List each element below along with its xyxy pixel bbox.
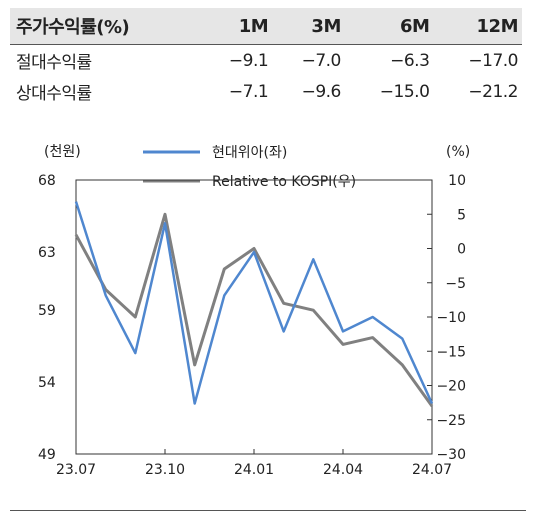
x-tick-label: 23.07: [56, 462, 96, 478]
y-right-tick-label: −20: [436, 379, 466, 395]
returns-header-label: 주가수익률(%): [10, 8, 200, 45]
plot-frame: [75, 179, 433, 455]
returns-header-3m: 3M: [272, 8, 345, 45]
y-left-tick-label: 54: [38, 375, 56, 391]
returns-table: 주가수익률(%) 1M 3M 6M 12M 절대수익률 −9.1 −7.0 −6…: [10, 8, 522, 107]
y-right-tick-label: 0: [457, 242, 466, 258]
x-tick-label: 24.04: [323, 462, 363, 478]
table-row: 상대수익률 −7.1 −9.6 −15.0 −21.2: [10, 76, 522, 107]
x-tick-group: 23.07 23.10 24.01 24.04 24.07: [56, 449, 452, 478]
y-right-tick-label: −25: [436, 413, 466, 429]
y-left-tick-label: 49: [38, 447, 56, 463]
y-left-tick-label: 68: [38, 173, 56, 189]
table-row: 절대수익률 −9.1 −7.0 −6.3 −17.0: [10, 45, 522, 77]
returns-header-6m: 6M: [344, 8, 434, 45]
relative-return-12m: −21.2: [468, 81, 518, 102]
absolute-return-label: 절대수익률: [16, 53, 92, 73]
absolute-return-1m: −9.1: [228, 50, 269, 71]
x-tick-label: 23.10: [145, 462, 185, 478]
y-left-tick-label: 63: [38, 245, 56, 261]
y-right-tick-label: −15: [436, 344, 466, 360]
x-tick-label: 24.07: [412, 462, 452, 478]
relative-return-6m: −15.0: [379, 81, 430, 102]
left-axis-label: (천원): [44, 144, 81, 160]
returns-header-1m: 1M: [199, 8, 273, 45]
x-tick-label: 24.01: [234, 462, 274, 478]
relative-return-1m: −7.1: [228, 81, 269, 102]
y-right-tick-label: 5: [457, 207, 466, 223]
absolute-return-3m: −7.0: [301, 50, 342, 71]
price-chart: (천원) (%) 현대위아(좌) Relative to KOSPI(우) 68…: [38, 144, 470, 478]
relative-return-3m: −9.6: [301, 81, 342, 102]
legend-label-stock: 현대위아(좌): [212, 145, 287, 161]
y-right-tick-label: 10: [448, 173, 466, 189]
y-right-tick-group: 10 5 0 −5 −10 −15 −20 −25 −30: [427, 173, 466, 463]
y-left-tick-label: 59: [38, 303, 56, 319]
y-right-tick-label: −10: [436, 310, 466, 326]
absolute-return-6m: −6.3: [390, 50, 430, 71]
returns-table-header: 주가수익률(%) 1M 3M 6M 12M: [10, 8, 522, 45]
right-axis-label: (%): [446, 144, 470, 160]
returns-header-12m: 12M: [433, 8, 522, 45]
series-line-relative: [74, 212, 434, 407]
y-right-tick-label: −30: [436, 447, 466, 463]
bottom-rule: [10, 510, 526, 511]
y-right-tick-label: −5: [445, 276, 466, 292]
relative-return-label: 상대수익률: [16, 84, 92, 104]
series-line-stock: [74, 201, 434, 405]
legend-label-relative: Relative to KOSPI(우): [212, 174, 356, 190]
y-left-tick-group: 68 63 59 54 49: [38, 173, 56, 463]
absolute-return-12m: −17.0: [468, 50, 518, 71]
